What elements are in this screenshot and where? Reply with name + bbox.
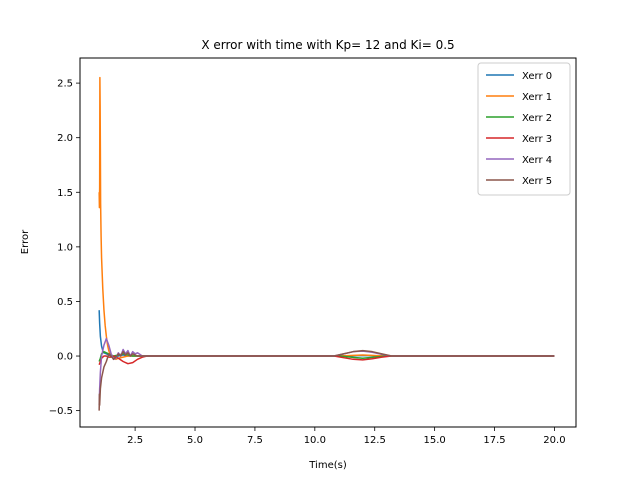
x-tick-label: 7.5	[247, 435, 263, 446]
y-tick-label: −0.5	[49, 406, 73, 417]
legend-label: Xerr 2	[522, 113, 552, 124]
x-tick-label: 15.0	[423, 435, 445, 446]
y-tick-label: 0.5	[57, 297, 73, 308]
x-axis-label: Time(s)	[308, 460, 347, 471]
x-tick-label: 10.0	[304, 435, 326, 446]
series-line-3	[98, 355, 555, 366]
x-tick-label: 12.5	[364, 435, 386, 446]
x-tick-label: 2.5	[127, 435, 143, 446]
plot-area: 2.5 5.0 7.5 10.0 12.5 15.0 17.5 20.0 −0.5 0.0 0.5…	[49, 57, 577, 446]
y-tick-label: 1.5	[57, 188, 73, 199]
series-layer	[98, 76, 555, 411]
x-tick-label: 20.0	[543, 435, 565, 446]
chart-title: X error with time with Kp= 12 and Ki= 0.…	[201, 38, 454, 52]
y-tick-label: 2.5	[57, 79, 73, 90]
legend: Xerr 0 Xerr 1 Xerr 2 Xerr 3 Xerr 4 Xerr 5	[477, 62, 571, 196]
y-axis-ticks: −0.5 0.0 0.5 1.0 1.5 2.0 2.5	[49, 79, 80, 417]
legend-label: Xerr 1	[522, 92, 552, 103]
y-axis-label: Error	[20, 229, 31, 254]
legend-label: Xerr 4	[522, 155, 552, 166]
legend-label: Xerr 0	[522, 71, 552, 82]
y-tick-label: 0.0	[57, 352, 73, 363]
legend-label: Xerr 5	[522, 176, 552, 187]
plot-frame	[79, 57, 577, 428]
series-line-2	[98, 350, 555, 362]
x-tick-label: 5.0	[187, 435, 203, 446]
legend-label: Xerr 3	[522, 134, 552, 145]
x-axis-ticks: 2.5 5.0 7.5 10.0 12.5 15.0 17.5 20.0	[127, 427, 566, 446]
series-line-5	[98, 349, 555, 411]
y-tick-label: 1.0	[57, 242, 73, 253]
y-tick-label: 2.0	[57, 133, 73, 144]
x-tick-label: 17.5	[483, 435, 505, 446]
